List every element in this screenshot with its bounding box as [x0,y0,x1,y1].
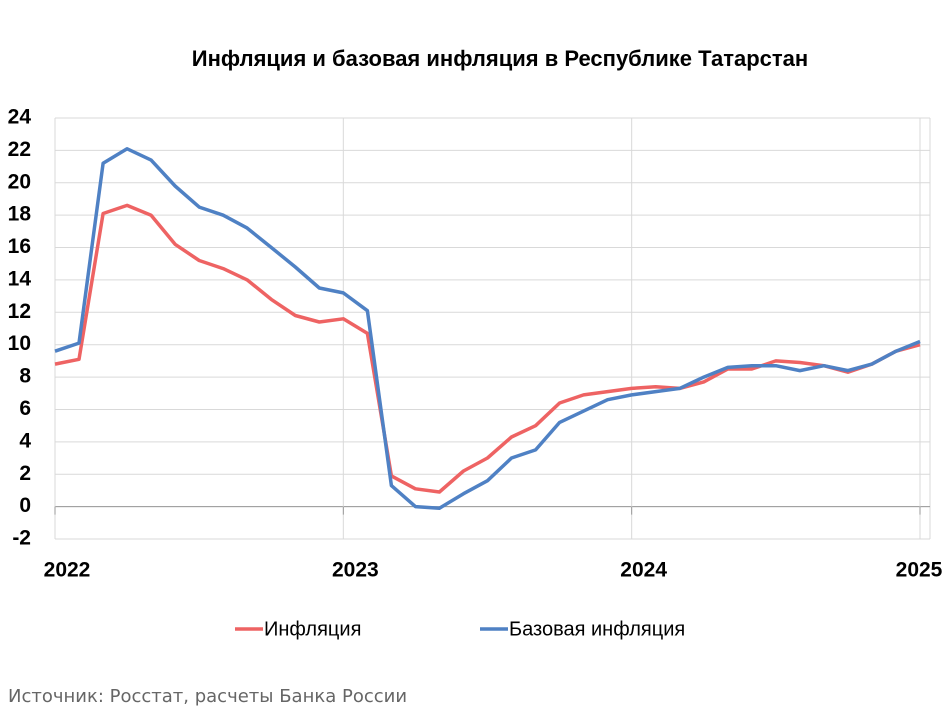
chart-title: Инфляция и базовая инфляция в Республике… [192,46,808,71]
y-tick-label: 16 [8,235,31,258]
x-tick-label: 2022 [44,559,91,582]
y-tick-label: 18 [8,203,32,226]
legend-label: Базовая инфляция [509,618,685,640]
y-tick-label: 2 [19,462,31,485]
x-tick-label: 2023 [332,559,379,582]
source-note: Источник: Росстат, расчеты Банка России [8,686,407,707]
line-series [54,147,921,510]
y-tick-label: -2 [12,527,31,550]
y-tick-label: 24 [8,106,32,129]
x-tick-label: 2025 [896,559,943,582]
line-series [54,203,921,494]
y-tick-label: 8 [19,365,31,388]
y-tick-label: 4 [19,429,31,452]
y-tick-label: 22 [8,138,31,161]
y-tick-label: 20 [8,170,31,193]
x-tick-label: 2024 [620,559,667,582]
y-tick-label: 12 [8,300,31,323]
y-tick-label: 10 [8,332,31,355]
y-tick-label: 14 [8,267,32,290]
y-tick-label: 6 [19,397,31,420]
y-tick-label: 0 [19,494,31,517]
legend-label: Инфляция [264,618,361,640]
